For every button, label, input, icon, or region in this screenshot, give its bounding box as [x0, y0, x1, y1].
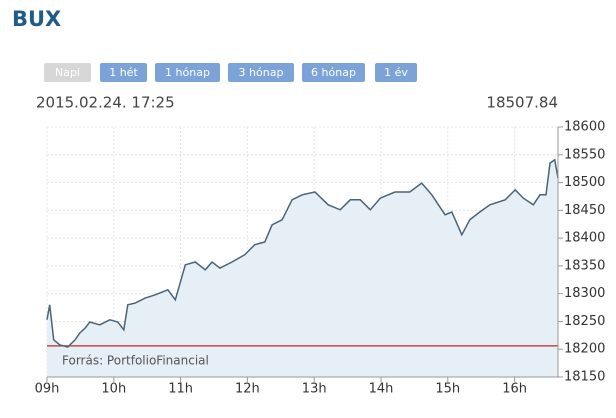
y-tick-label: 18200 [564, 342, 605, 357]
range-button[interactable] [155, 63, 220, 82]
y-tick-label: 18250 [564, 314, 605, 329]
range-button[interactable] [44, 63, 91, 82]
y-tick-label: 18550 [564, 147, 605, 162]
range-button[interactable] [100, 63, 147, 82]
x-tick-label: 14h [369, 382, 394, 397]
x-tick-label: 12h [235, 382, 260, 397]
y-tick-label: 18350 [564, 258, 605, 273]
range-button-label[interactable]: 1 hónap [165, 66, 210, 79]
x-tick-label: 09h [35, 382, 60, 397]
x-tick-label: 16h [502, 382, 527, 397]
range-button[interactable] [375, 63, 417, 82]
y-tick-label: 18300 [564, 286, 605, 301]
y-tick-label: 18500 [564, 175, 605, 190]
timestamp: 2015.02.24. 17:25 [36, 94, 175, 112]
source-note: Forrás: PortfolioFinancial [62, 354, 209, 368]
range-button-label[interactable]: 6 hónap [311, 66, 356, 79]
x-tick-label: 11h [168, 382, 193, 397]
range-button-label[interactable]: 1 év [384, 66, 408, 79]
area [47, 159, 558, 377]
x-tick-label: 13h [302, 382, 327, 397]
y-tick-label: 18600 [564, 120, 605, 135]
x-tick-label: 15h [435, 382, 460, 397]
last-value: 18507.84 [486, 94, 558, 112]
y-tick-label: 18150 [564, 370, 605, 385]
title: BUX [12, 7, 61, 31]
x-tick-label: 10h [101, 382, 126, 397]
range-button[interactable] [228, 63, 294, 82]
y-tick-label: 18450 [564, 203, 605, 218]
range-button-label[interactable]: Napi [55, 66, 80, 79]
range-button-label[interactable]: 1 hét [109, 66, 138, 79]
price-line [46, 158, 559, 348]
y-tick-label: 18400 [564, 231, 605, 246]
range-button[interactable] [302, 63, 365, 82]
range-button-label[interactable]: 3 hónap [239, 66, 284, 79]
